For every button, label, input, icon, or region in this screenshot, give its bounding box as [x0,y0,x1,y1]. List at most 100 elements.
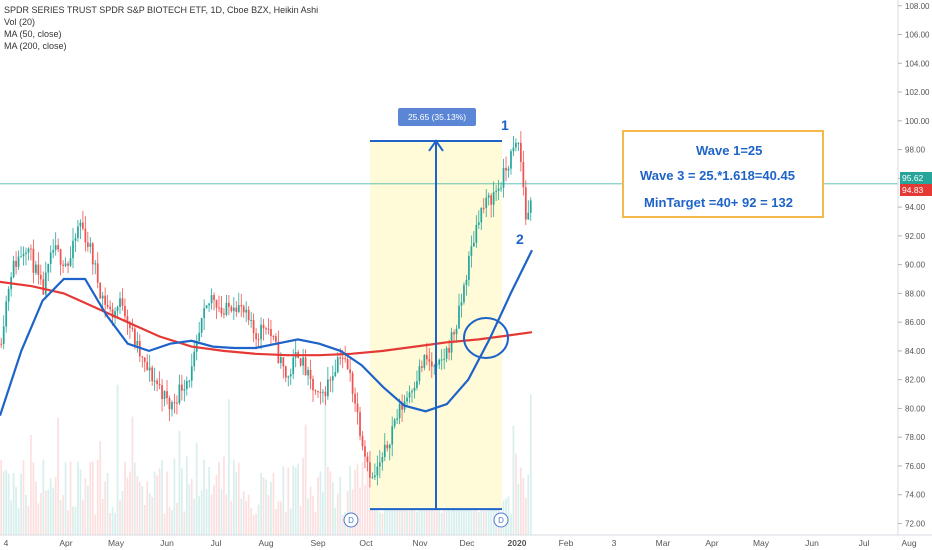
candle-body [463,284,465,303]
volume-bar [0,459,3,535]
dividend-marker[interactable] [343,512,359,528]
y-tick-label: 90.00 [905,261,926,270]
candle-body [460,302,463,306]
candle-body [354,393,356,404]
volume-bar [378,512,381,535]
candle-body [79,222,82,227]
candle-body [121,298,124,306]
candle-body [396,418,399,420]
volume-bar [388,487,391,535]
candle-body [210,295,213,304]
candle-body [369,462,371,478]
candle-body [423,354,426,368]
candle-body [277,341,280,363]
volume-bar [114,512,116,535]
volume-bar [341,514,344,535]
candle-body [472,242,475,247]
candle-body [176,402,178,404]
candle-body [111,309,114,318]
candle-body [272,336,275,338]
x-tick-label: Jun [805,538,819,548]
candlesticks [0,131,532,488]
candle-body [237,305,240,312]
candle-body [64,263,67,266]
volume-bar [72,506,74,535]
volume-bar [279,501,282,535]
candle-body [359,412,361,437]
candle-body [341,357,344,359]
candle-body [386,444,389,449]
candle-body [309,369,312,379]
candle-body [364,446,366,457]
volume-bar [44,490,47,535]
volume-bar [240,498,243,535]
volume-bar [151,497,154,535]
candle-body [141,356,144,358]
volume-bar [289,508,292,535]
candle-body [374,475,376,478]
candle-body [232,307,235,312]
x-tick-label: Jul [211,538,222,548]
x-tick-label: 3 [612,538,617,548]
y-tick-label: 80.00 [905,404,926,413]
x-tick-label: Apr [59,538,72,548]
candle-body [265,328,267,330]
candle-body [485,197,488,209]
volume-bar [124,461,126,535]
volume-bar [47,489,50,535]
candle-body [146,361,149,371]
volume-bar [425,502,428,535]
candle-body [262,324,265,329]
candle-body [173,402,176,404]
candle-body [465,279,468,285]
volume-bar [148,493,151,535]
dividend-marker[interactable] [493,512,509,528]
volume-bar [205,488,208,535]
volume-bar [406,505,408,535]
volume-bar [84,477,87,535]
candle-body [124,305,126,317]
candle-body [260,324,262,340]
volume-bar [190,478,193,535]
candle-body [287,376,290,378]
candle-body [119,298,121,307]
candle-body [388,444,391,449]
candle-body [215,300,218,308]
volume-bar [91,461,94,535]
candle-body [507,168,510,171]
candle-body [430,361,433,367]
candle-body [166,391,168,399]
volume-bar [17,507,20,535]
volume-bar [440,512,443,535]
candle-body [443,358,446,360]
volume-bar [121,491,124,535]
candle-body [168,398,171,410]
volume-bar [512,425,515,535]
candle-body [512,147,515,152]
candle-body [279,357,282,363]
candle-body [524,187,527,220]
candle-body [312,378,314,391]
volume-bar [245,501,248,535]
dividend-marker-label: D [348,516,354,525]
candle-body [32,248,35,273]
candle-body [487,195,490,198]
x-tick-label: May [108,538,125,548]
volume-bar [67,510,69,535]
volume-bar [141,486,144,535]
candle-body [39,274,42,280]
candle-body [270,329,272,337]
volume-bar [267,495,270,535]
volume-bar [322,491,324,535]
legend-ma200: MA (200, close) [4,41,67,51]
candle-body [148,367,151,371]
volume-bar [485,497,488,535]
volume-bar [247,494,250,535]
volume-bar [272,472,275,535]
volume-bar [143,505,146,535]
candle-body [198,332,201,341]
x-tick-label: Aug [258,538,273,548]
candle-body [314,390,317,392]
volume-bar [12,473,15,535]
candle-body [307,369,309,376]
